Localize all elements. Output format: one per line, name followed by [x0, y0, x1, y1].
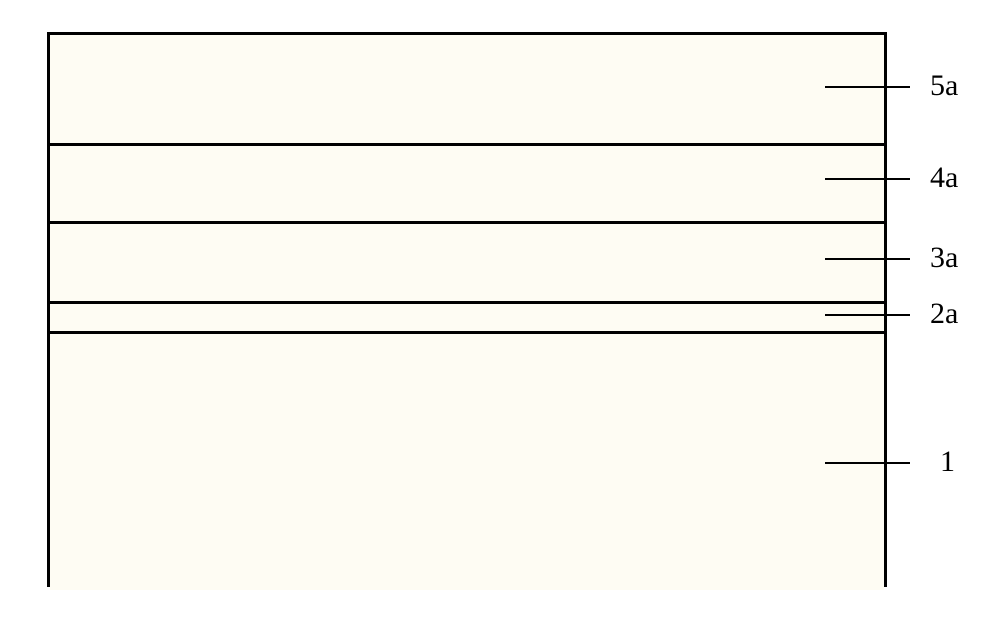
layer-1 [50, 331, 884, 590]
layer-5a [50, 35, 884, 143]
label-1: 1 [940, 447, 955, 477]
label-3a: 3a [930, 243, 958, 273]
leader-2a [825, 314, 910, 316]
leader-4a [825, 178, 910, 180]
layer-stack [47, 32, 887, 587]
label-5a: 5a [930, 71, 958, 101]
leader-3a [825, 258, 910, 260]
layer-2a [50, 301, 884, 331]
layer-3a [50, 221, 884, 301]
leader-1 [825, 462, 910, 464]
diagram-canvas: 5a 4a 3a 2a 1 [0, 0, 1000, 640]
label-4a: 4a [930, 163, 958, 193]
label-2a: 2a [930, 299, 958, 329]
leader-5a [825, 86, 910, 88]
layer-4a [50, 143, 884, 221]
